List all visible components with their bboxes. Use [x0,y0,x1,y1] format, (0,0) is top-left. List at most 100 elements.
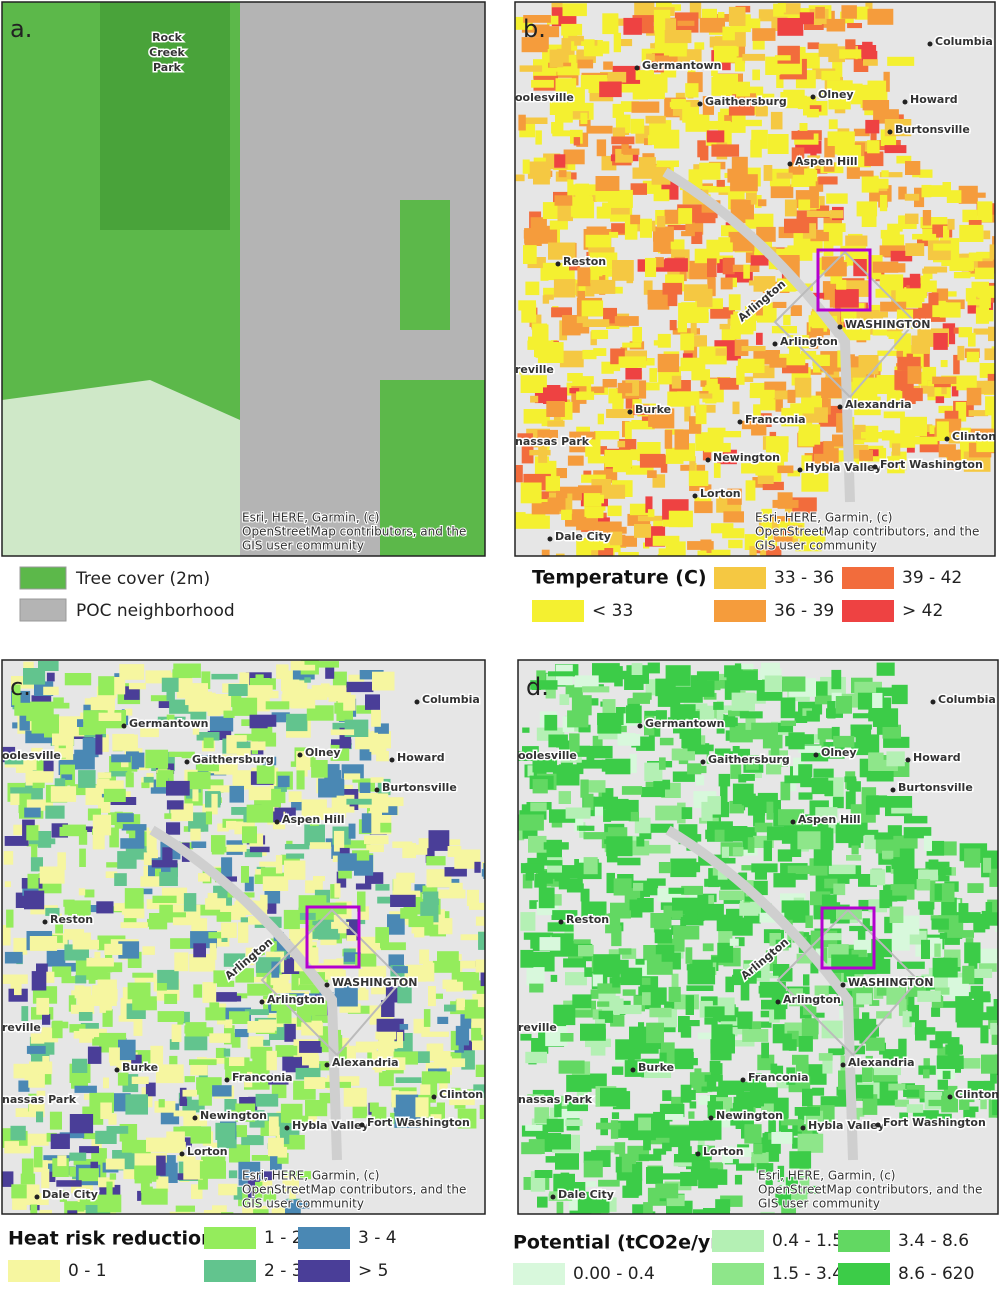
map-patch [42,1014,50,1025]
map-patch [371,710,381,727]
map-patch [748,807,765,816]
map-patch [799,424,821,444]
map-patch [703,1120,721,1139]
map-patch [602,13,618,34]
map-patch [983,231,990,240]
map-patch [456,1026,469,1046]
map-patch [681,231,695,236]
map-patch [598,1180,620,1187]
map-patch [565,972,587,985]
map-patch [561,510,572,520]
map-patch [529,984,543,993]
map-patch [18,1081,29,1092]
place-dot [891,788,896,793]
map-patch [5,836,29,846]
map-c: Esri, HERE, Garmin, (c)OpenStreetMap con… [2,660,511,1233]
map-patch [266,1051,277,1071]
map-patch [596,176,620,191]
map-patch [744,1124,761,1143]
place-name: Hybla Valley [805,461,882,474]
map-patch [688,1111,694,1118]
place-dot [931,700,936,705]
map-patch [917,879,931,891]
map-patch [117,851,136,869]
map-patch [591,495,604,504]
map-patch [548,671,575,676]
map-patch [552,130,579,136]
map-d: Esri, HERE, Garmin, (c)OpenStreetMap con… [518,660,1000,1225]
map-patch [206,812,212,825]
map-patch [756,333,763,345]
map-patch [583,319,610,327]
place-dot [285,1126,290,1131]
map-patch [616,1157,622,1173]
map-patch [69,1153,86,1161]
map-patch [159,1099,165,1107]
map-patch [57,1155,66,1166]
map-patch [65,673,91,685]
map-patch [681,1085,692,1103]
place-name: Olney [821,746,857,759]
map-patch [921,940,930,959]
map-patch [247,685,273,695]
map-patch [683,353,693,358]
map-patch [768,134,789,154]
map-patch [104,944,122,955]
map-patch [973,914,985,933]
map-patch [720,784,727,804]
map-patch [540,937,561,951]
map-patch [866,179,889,189]
place-dot [948,1095,953,1100]
legend-label: 1.5 - 3.4 [772,1264,843,1284]
map-patch [845,236,867,247]
map-patch [736,1163,754,1170]
map-patch [696,775,704,785]
map-patch [729,7,746,26]
map-patch [78,770,96,788]
map-patch [228,684,247,696]
map-patch [291,689,316,709]
place-dot [738,420,743,425]
map-patch [675,430,690,450]
map-patch [655,954,662,965]
map-patch [157,983,167,991]
map-patch [880,195,887,211]
legend-label: 1 - 2 [264,1228,303,1248]
map-patch [606,809,631,821]
map-patch [985,348,1000,360]
map-patch [584,1161,603,1178]
map-patch [578,485,602,493]
map-patch [555,106,573,122]
panel-label: a. [10,15,32,43]
place-name: Newington [716,1109,783,1122]
map-patch [867,771,894,782]
map-patch [611,1120,618,1139]
map-patch [923,1069,930,1078]
map-patch [943,1071,951,1079]
map-patch [732,200,751,206]
place-dot [701,760,706,765]
map-patch [730,174,758,191]
map-patch [807,211,830,217]
map-patch [476,960,500,973]
map-patch [561,24,582,36]
place-dot [773,342,778,347]
map-patch [245,1061,253,1071]
map-patch [70,1114,93,1133]
map-patch [109,1047,120,1062]
map-patch [748,837,755,853]
map-patch [128,983,151,1000]
map-patch [600,1088,627,1106]
map-patch [3,925,11,946]
map-patch [929,185,947,197]
map-patch [827,19,846,32]
map-patch [705,121,731,130]
place-name: Newington [713,451,780,464]
place-dot [298,753,303,758]
map-patch [640,219,652,238]
map-patch [193,984,202,997]
place-name: Reston [566,913,609,926]
map-patch [903,1090,919,1097]
map-patch [670,320,677,330]
legend-swatch [298,1227,350,1249]
